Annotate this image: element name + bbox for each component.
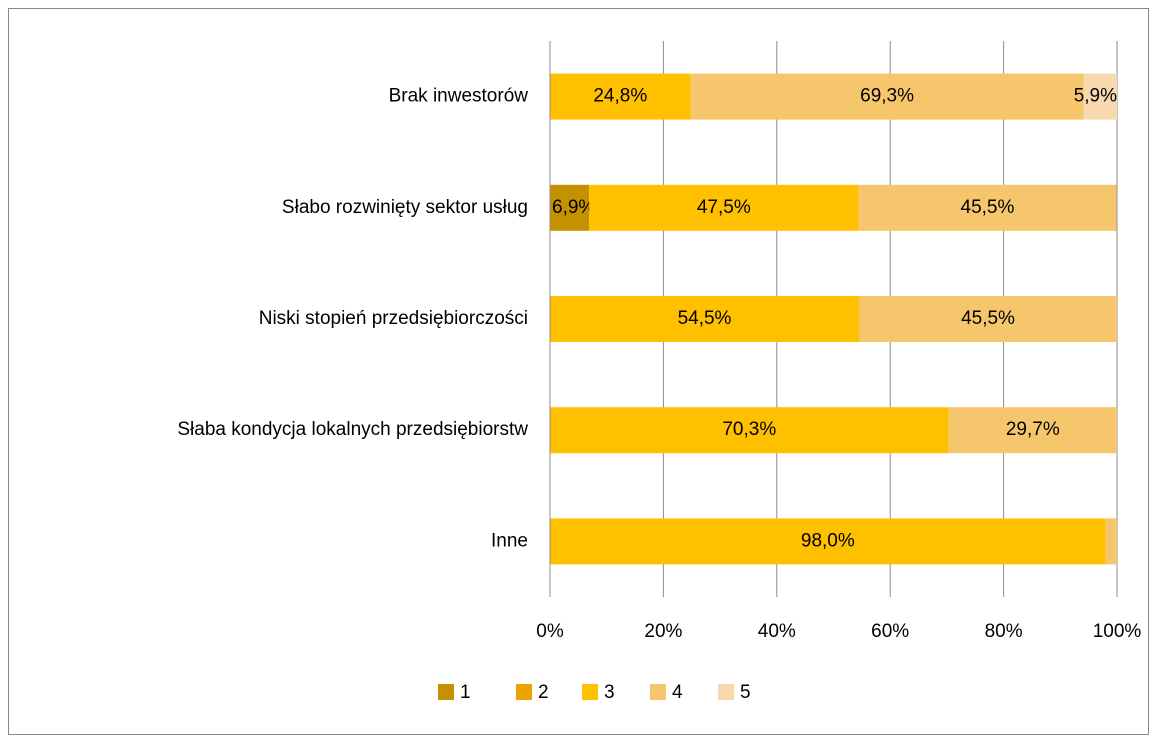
chart-border <box>8 8 1149 735</box>
bar-segment <box>550 73 691 120</box>
legend-label: 5 <box>740 682 751 703</box>
legend-swatch <box>516 684 532 700</box>
data-label: 45,5% <box>961 197 1015 218</box>
y-tick-label: Słaba kondycja lokalnych przedsiębiorstw <box>177 419 528 440</box>
bar-segment <box>589 184 859 231</box>
bar-segment <box>1083 73 1117 120</box>
bar-segment <box>948 407 1117 454</box>
legend-label: 4 <box>672 682 683 703</box>
data-label: 69,3% <box>860 86 914 107</box>
data-label: 24,8% <box>593 86 647 107</box>
legend-swatch <box>650 684 666 700</box>
data-label: 98,0% <box>801 530 855 551</box>
x-tick-label: 60% <box>871 621 909 642</box>
x-tick-label: 40% <box>758 621 796 642</box>
data-label: 45,5% <box>961 308 1015 329</box>
y-tick-label: Inne <box>491 530 528 551</box>
legend-label: 2 <box>538 682 549 703</box>
bar-segment <box>859 296 1117 342</box>
legend-swatch <box>582 684 598 700</box>
x-tick-label: 0% <box>536 621 564 642</box>
x-tick-label: 80% <box>985 621 1023 642</box>
y-tick-label: Słabo rozwinięty sektor usług <box>282 197 528 218</box>
bar-segment <box>550 296 860 342</box>
bar-segment <box>550 518 1106 565</box>
data-label: 5,9% <box>1074 86 1117 107</box>
data-label: 70,3% <box>722 419 776 440</box>
x-tick-label: 100% <box>1093 621 1142 642</box>
bar-segment <box>1105 518 1117 565</box>
legend-label: 3 <box>604 682 615 703</box>
y-tick-label: Brak inwestorów <box>389 86 529 107</box>
bar-segment <box>858 184 1117 231</box>
legend-swatch <box>718 684 734 700</box>
y-tick-label: Niski stopień przedsiębiorczości <box>259 308 528 329</box>
bar-segment <box>550 184 590 231</box>
data-label: 47,5% <box>697 197 751 218</box>
data-label: 6,9% <box>552 197 595 218</box>
legend-swatch <box>438 684 454 700</box>
data-label: 29,7% <box>1006 419 1060 440</box>
legend-label: 1 <box>460 682 471 703</box>
bar-segment <box>550 407 949 454</box>
x-tick-label: 20% <box>644 621 682 642</box>
data-label: 54,5% <box>678 308 732 329</box>
bar-segment <box>690 73 1084 120</box>
